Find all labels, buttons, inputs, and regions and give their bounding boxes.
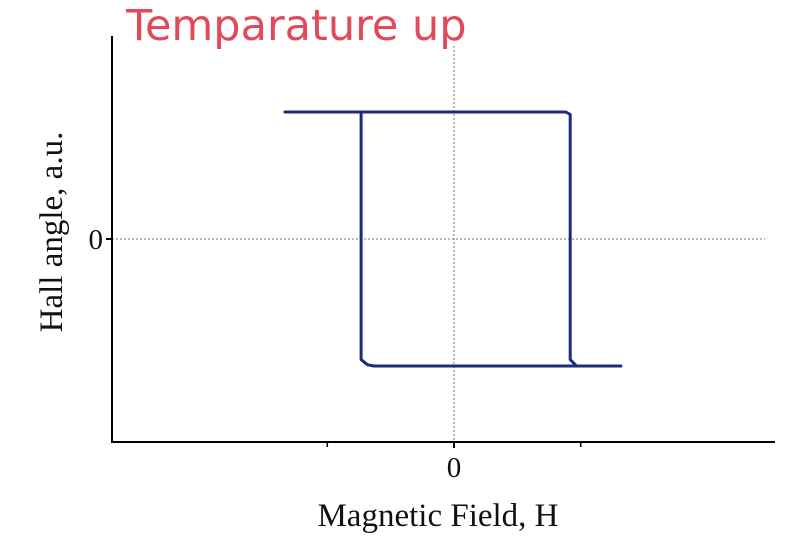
y-axis-label: Hall angle, a.u. xyxy=(34,132,70,333)
axes xyxy=(106,36,775,448)
tick-labels: 00 xyxy=(89,224,462,484)
series-group xyxy=(283,110,623,368)
hysteresis-branch-2 xyxy=(283,110,623,368)
slide-title: Temparature up xyxy=(126,1,467,51)
x-tick-label: 0 xyxy=(447,452,462,484)
x-axis-label: Magnetic Field, H xyxy=(317,498,558,534)
y-tick-label: 0 xyxy=(89,224,104,256)
zero-guides xyxy=(112,46,765,442)
